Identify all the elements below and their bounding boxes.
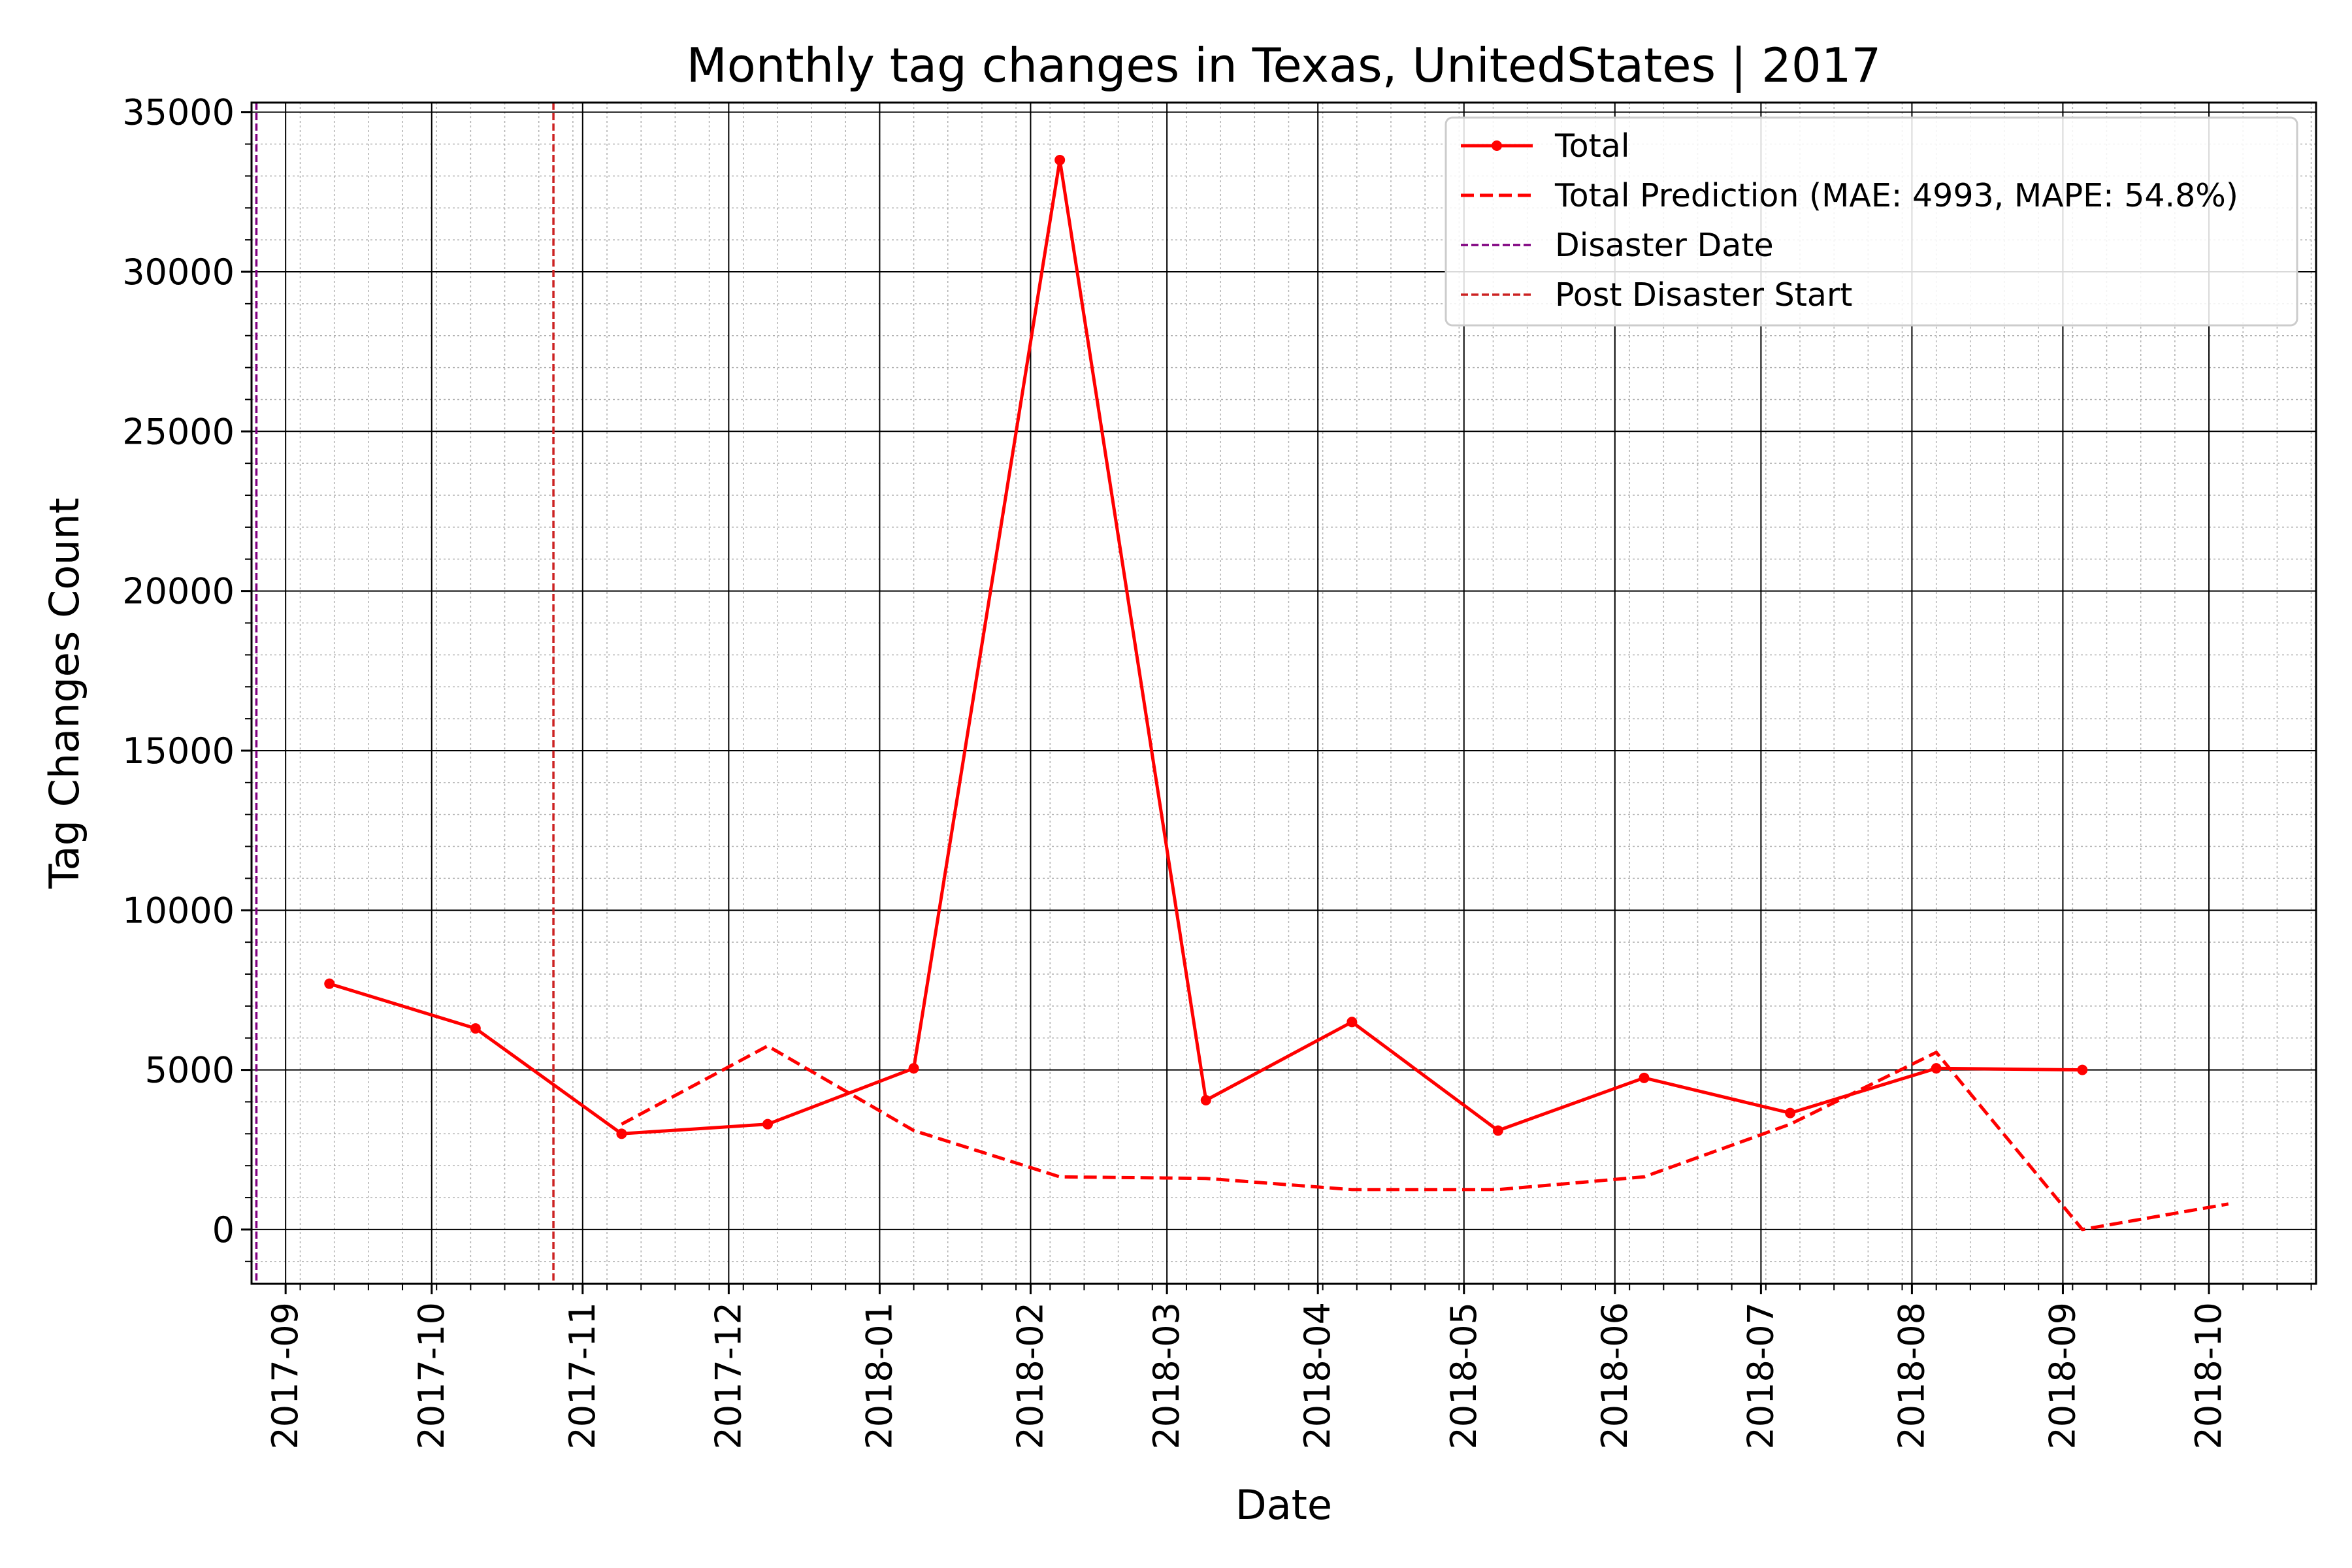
legend-label: Disaster Date: [1555, 227, 1774, 264]
y-tick-label: 20000: [122, 571, 235, 612]
legend-marker: [1492, 140, 1502, 151]
legend: Total Total Prediction (MAE: 4993, MAPE: …: [1445, 116, 2298, 327]
x-tick-label: 2018-02: [1009, 1302, 1051, 1450]
x-tick-label: 2017-09: [265, 1302, 306, 1450]
x-tick-label: 2017-10: [411, 1302, 452, 1450]
data-point: [1347, 1017, 1358, 1028]
data-point: [2077, 1064, 2088, 1075]
legend-box: [1445, 116, 2298, 327]
series-layer: [324, 154, 2229, 1232]
data-point: [1200, 1095, 1211, 1106]
x-tick-label: 2017-12: [708, 1302, 749, 1450]
axis-ticks: 2017-09 2017-10 2017-11 2017-12 2018-01 2018-…: [122, 92, 2312, 1450]
y-tick-label: 30000: [122, 252, 235, 293]
data-point: [1054, 154, 1066, 165]
x-tick-label: 2018-09: [2042, 1302, 2083, 1450]
series-line: [621, 1044, 2229, 1232]
y-tick-label: 0: [212, 1209, 235, 1250]
y-tick-label: 25000: [122, 411, 235, 452]
y-tick-label: 5000: [145, 1050, 235, 1091]
data-point: [324, 978, 335, 989]
legend-label: Post Disaster Start: [1555, 276, 1852, 314]
x-tick-label: 2018-07: [1740, 1302, 1781, 1450]
x-tick-label: 2018-01: [858, 1302, 900, 1450]
data-point: [908, 1063, 919, 1074]
plot-frame: [250, 101, 2317, 1285]
x-tick-label: 2017-11: [562, 1302, 603, 1450]
x-tick-label: 2018-04: [1297, 1302, 1338, 1450]
x-tick-label: 2018-10: [2188, 1302, 2229, 1450]
x-tick-label: 2018-06: [1594, 1302, 1635, 1450]
x-tick-label: 2018-08: [1891, 1302, 1932, 1450]
y-tick-label: 15000: [122, 730, 235, 772]
minor-grid: [252, 103, 2316, 1284]
data-point: [762, 1119, 773, 1130]
event-lines: [255, 103, 555, 1284]
data-point: [470, 1023, 481, 1034]
data-point: [1785, 1107, 1796, 1119]
legend-label: Total: [1554, 127, 1629, 165]
data-point: [616, 1128, 627, 1139]
data-point: [1639, 1072, 1650, 1083]
y-tick-label: 10000: [122, 890, 235, 931]
y-tick-label: 35000: [122, 92, 235, 133]
x-axis-label: Date: [1235, 1481, 1332, 1529]
y-axis-label: Tag Changes Count: [41, 498, 88, 889]
data-point: [1931, 1063, 1942, 1074]
x-tick-label: 2018-03: [1146, 1302, 1187, 1450]
chart-title: Monthly tag changes in Texas, UnitedStat…: [687, 38, 1882, 93]
data-point: [1492, 1125, 1503, 1136]
legend-label: Total Prediction (MAE: 4993, MAPE: 54.8%…: [1554, 177, 2238, 214]
x-tick-label: 2018-05: [1443, 1302, 1484, 1450]
